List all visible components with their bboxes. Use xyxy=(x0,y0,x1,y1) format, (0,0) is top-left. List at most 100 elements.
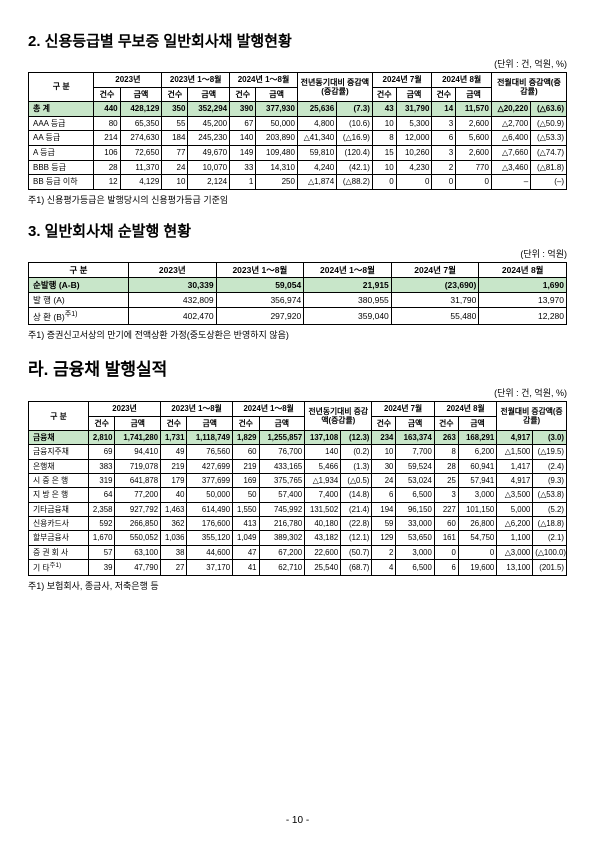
cell: 14,310 xyxy=(256,160,298,175)
cell: 129 xyxy=(372,531,396,545)
cell: (△53.3) xyxy=(531,131,567,146)
cell: 432,809 xyxy=(129,293,217,308)
th-2023: 2023년 xyxy=(94,73,162,88)
cell: 770 xyxy=(456,160,492,175)
cell: 4,800 xyxy=(297,116,336,131)
cell: 50,000 xyxy=(256,116,298,131)
cell: 1,731 xyxy=(161,431,187,445)
cell: 69 xyxy=(89,445,115,459)
cell: 22,600 xyxy=(305,545,341,559)
cell: 77 xyxy=(162,145,188,160)
cell: 227 xyxy=(434,502,458,516)
cell: 163,374 xyxy=(396,431,434,445)
cell: 1,741,280 xyxy=(115,431,161,445)
cell: 15 xyxy=(372,145,396,160)
th: 2024년 1～8월 xyxy=(304,262,392,277)
cell: 1 xyxy=(230,175,256,190)
cell: 377,699 xyxy=(187,474,233,488)
cell: 0 xyxy=(396,175,432,190)
cell: 1,829 xyxy=(233,431,259,445)
cell: 5,600 xyxy=(456,131,492,146)
cell: (68.7) xyxy=(341,560,372,576)
table-row: 할부금융사1,670550,0521,036355,1201,049389,30… xyxy=(29,531,567,545)
cell: 10 xyxy=(372,160,396,175)
cell: 234 xyxy=(372,431,396,445)
cell: 60 xyxy=(434,517,458,531)
cell: 5,000 xyxy=(497,502,533,516)
cell: 63,100 xyxy=(115,545,161,559)
cell: 6,500 xyxy=(396,560,434,576)
th: 2023년 xyxy=(129,262,217,277)
cell: △6,200 xyxy=(497,517,533,531)
cell: 1,417 xyxy=(497,459,533,473)
th: 2024년 8월 xyxy=(479,262,567,277)
cell: 362 xyxy=(161,517,187,531)
th-cnt: 건수 xyxy=(161,416,187,430)
cell: 2,810 xyxy=(89,431,115,445)
cell: 94,410 xyxy=(115,445,161,459)
cell: 3 xyxy=(434,488,458,502)
th-amt: 금액 xyxy=(115,416,161,430)
cell: 4,129 xyxy=(120,175,162,190)
cell: 72,650 xyxy=(120,145,162,160)
table-financial-bonds: 구 분 2023년 2023년 1～8월 2024년 1～8월 전년동기대비 증… xyxy=(28,401,567,576)
cell: 59,810 xyxy=(297,145,336,160)
cell: 50 xyxy=(233,488,259,502)
table-credit-rating: 구 분 2023년 2023년 1～8월 2024년 1～8월 전년동기대비 증… xyxy=(28,72,567,190)
cell: △41,340 xyxy=(297,131,336,146)
row-label: 총 계 xyxy=(29,102,94,117)
table-row: A 등급10672,6507749,670149109,48059,810(12… xyxy=(29,145,567,160)
th-yoy: 전년동기대비 증감액(증감률) xyxy=(297,73,372,102)
th-2024-8: 2024년 1～8월 xyxy=(233,402,305,416)
cell: – xyxy=(491,175,530,190)
cell: 641,878 xyxy=(115,474,161,488)
cell: 2,124 xyxy=(188,175,230,190)
cell: 1,036 xyxy=(161,531,187,545)
table-row: 지 방 은 행6477,2004050,0005057,4007,400(14.… xyxy=(29,488,567,502)
row-label: 증 권 회 사 xyxy=(29,545,89,559)
cell: 50,000 xyxy=(187,488,233,502)
cell: (–) xyxy=(531,175,567,190)
cell: 168,291 xyxy=(458,431,496,445)
row-label: 기 타주1) xyxy=(29,560,89,576)
cell: 59,524 xyxy=(396,459,434,473)
table-row: 기 타주1)3947,7902737,1704162,71025,540(68.… xyxy=(29,560,567,576)
table-row: AA 등급214274,630184245,230140203,890△41,3… xyxy=(29,131,567,146)
cell: 38 xyxy=(161,545,187,559)
cell: 25,540 xyxy=(305,560,341,576)
th-2024-8m: 2024년 8월 xyxy=(434,402,496,416)
cell: (3.0) xyxy=(533,431,567,445)
cell: 44,600 xyxy=(187,545,233,559)
cell: 62,710 xyxy=(259,560,305,576)
section-2-note: 주1) 신용평가등급은 발행당시의 신용평가등급 기준임 xyxy=(28,193,567,206)
cell: 359,040 xyxy=(304,308,392,325)
cell: 4,917 xyxy=(497,474,533,488)
cell: 19,600 xyxy=(458,560,496,576)
th-2024-7: 2024년 7월 xyxy=(372,73,432,88)
cell: (14.8) xyxy=(341,488,372,502)
cell: 2,600 xyxy=(456,116,492,131)
row-label: BBB 등급 xyxy=(29,160,94,175)
row-label: 신용카드사 xyxy=(29,517,89,531)
cell: 10,260 xyxy=(396,145,432,160)
cell: 433,165 xyxy=(259,459,305,473)
th-gubun: 구 분 xyxy=(29,73,94,102)
cell: 428,129 xyxy=(120,102,162,117)
cell: 176,600 xyxy=(187,517,233,531)
cell: (△0.5) xyxy=(341,474,372,488)
cell: 1,118,749 xyxy=(187,431,233,445)
cell: 0 xyxy=(434,545,458,559)
cell: (△19.5) xyxy=(533,445,567,459)
th-2023-8: 2023년 1～8월 xyxy=(161,402,233,416)
cell: 77,200 xyxy=(115,488,161,502)
row-label: 기타금융채 xyxy=(29,502,89,516)
cell: (△18.8) xyxy=(533,517,567,531)
section-4-note: 주1) 보험회사, 종금사, 저축은행 등 xyxy=(28,579,567,592)
cell: (50.7) xyxy=(341,545,372,559)
cell: (2.1) xyxy=(533,531,567,545)
cell: 47,790 xyxy=(115,560,161,576)
cell: 11,570 xyxy=(456,102,492,117)
cell: (10.6) xyxy=(337,116,373,131)
cell: 6 xyxy=(432,131,456,146)
table-row: 순발행 (A-B)30,33959,05421,915(23,690)1,690 xyxy=(29,277,567,292)
